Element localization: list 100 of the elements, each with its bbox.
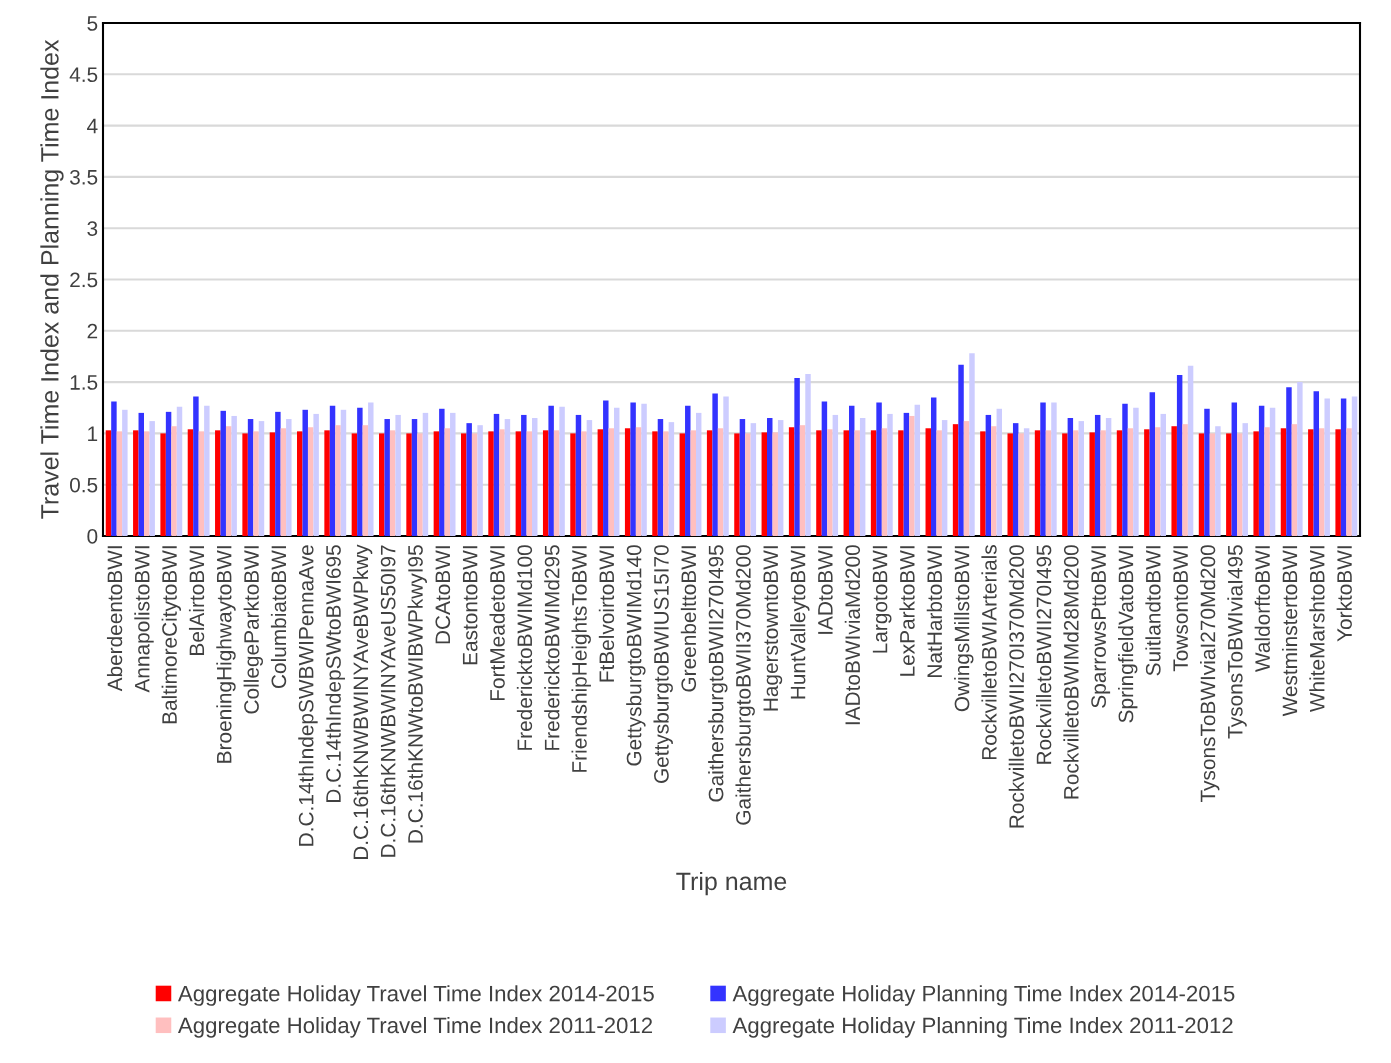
- x-tick-label: HuntValleytoBWI: [790, 546, 810, 699]
- bar: [745, 433, 751, 536]
- bar: [668, 422, 675, 536]
- bar: [504, 419, 511, 536]
- bar: [105, 430, 112, 536]
- bar: [532, 418, 538, 536]
- bar: [881, 428, 888, 536]
- bar: [624, 428, 631, 536]
- bar: [1062, 433, 1068, 536]
- bar: [936, 430, 942, 536]
- x-tick-label: EastontoBWI: [462, 546, 478, 665]
- bar: [329, 405, 336, 536]
- x-tick-label: SparrowsPttoBWI: [1091, 546, 1111, 708]
- bar: [1187, 365, 1194, 536]
- x-tick-label: NatHarbtoBWI: [926, 546, 943, 677]
- legend-label: Aggregate Holiday Planning Time Index 2014-2015: [732, 985, 1235, 1006]
- x-tick-label: FtBelvoirtoBWI: [598, 546, 615, 682]
- bar: [1253, 431, 1259, 536]
- bar: [903, 412, 910, 536]
- bar: [133, 430, 139, 536]
- bar: [1291, 424, 1298, 536]
- y-tick-label: 0: [87, 529, 98, 544]
- bar: [1351, 396, 1358, 536]
- bar: [122, 409, 128, 536]
- x-tick-label: TysonsToBWIviaI495: [1227, 545, 1247, 739]
- x-tick-label: ColumbiatoBWI: [270, 546, 287, 688]
- x-tick-label: RockvilletoBWII270I495: [1036, 545, 1052, 764]
- x-tick-label: TysonsToBWIviaI270Md200: [1200, 545, 1220, 803]
- bar: [116, 431, 123, 536]
- bar: [515, 431, 522, 536]
- bar: [1319, 428, 1325, 536]
- x-tick-label: GaithersburgtoBWII270I495: [708, 545, 728, 802]
- bar: [1023, 428, 1030, 536]
- x-tick-label: GettysburgtoBWIMd140: [626, 545, 646, 766]
- bar: [187, 429, 194, 536]
- x-tick-label: GreenbelttoBWI: [680, 546, 697, 692]
- legend-label: Aggregate Holiday Travel Time Index 2014-2015: [177, 985, 654, 1006]
- y-tick-label: 1.5: [70, 375, 98, 390]
- bar: [1324, 398, 1330, 536]
- bar: [1269, 407, 1276, 536]
- bar: [1176, 374, 1183, 536]
- bar: [335, 425, 341, 536]
- x-tick-label: D.C.16thKNWBWINYAveBWPkwy: [352, 544, 373, 860]
- bar: [652, 431, 658, 536]
- bar: [586, 420, 593, 536]
- bar: [198, 431, 205, 536]
- bar: [1094, 414, 1101, 536]
- y-tick-label: 0.5: [69, 477, 98, 493]
- y-tick-label: 2: [87, 323, 98, 339]
- bar: [313, 413, 319, 536]
- bar: [242, 433, 248, 536]
- bar: [269, 432, 276, 536]
- bar: [1045, 430, 1052, 536]
- x-tick-label: FredericktoBWIMd100: [516, 545, 533, 750]
- x-tick-label: WestminstertoBWI: [1281, 546, 1298, 717]
- bar: [1007, 433, 1013, 536]
- bar: [898, 430, 904, 536]
- bar: [143, 431, 150, 536]
- bar: [1160, 413, 1166, 536]
- bar: [1073, 430, 1079, 536]
- x-tick-label: IADtoBWI: [818, 546, 833, 634]
- x-tick-label: AnnapolistoBWI: [134, 546, 154, 693]
- bar: [368, 402, 374, 536]
- bar: [991, 426, 997, 536]
- bar: [1127, 428, 1134, 536]
- legend-label: Aggregate Holiday Travel Time Index 2011-2012: [177, 1016, 653, 1038]
- bar: [444, 428, 451, 536]
- bar: [969, 353, 975, 536]
- bar: [1149, 392, 1156, 536]
- bar: [215, 430, 221, 536]
- bar: [302, 409, 308, 536]
- bar: [1089, 432, 1095, 536]
- x-tick-label: DCAtoBWI: [435, 546, 451, 644]
- bar: [548, 405, 554, 536]
- x-tick-label: IADtoBWIviaMd200: [844, 545, 861, 725]
- x-tick-label: RockvilletoBWII270I370Md200: [1008, 545, 1025, 828]
- bar: [679, 433, 686, 536]
- bar: [1171, 426, 1177, 536]
- bar: [854, 430, 860, 536]
- bar: [767, 418, 773, 536]
- bar: [275, 411, 281, 536]
- x-tick-label: D.C.16thKNWtoBWIBWPkwyI95: [407, 545, 427, 843]
- bar: [1144, 429, 1150, 536]
- bar: [542, 430, 549, 536]
- bar: [996, 408, 1003, 536]
- x-tick-label: FortMeadetoBWI: [489, 546, 505, 701]
- bar: [204, 405, 210, 536]
- bar: [1105, 418, 1112, 536]
- bar: [914, 404, 921, 536]
- bar: [1346, 428, 1352, 536]
- bar: [357, 407, 363, 536]
- bar: [963, 421, 970, 536]
- bar: [466, 423, 472, 536]
- bar: [887, 413, 893, 536]
- bar: [581, 431, 587, 536]
- bar: [1116, 430, 1123, 536]
- bar: [253, 431, 259, 536]
- bar: [477, 425, 483, 536]
- bar: [406, 433, 412, 536]
- x-tick-label: OwingsMillstoBWI: [954, 546, 974, 712]
